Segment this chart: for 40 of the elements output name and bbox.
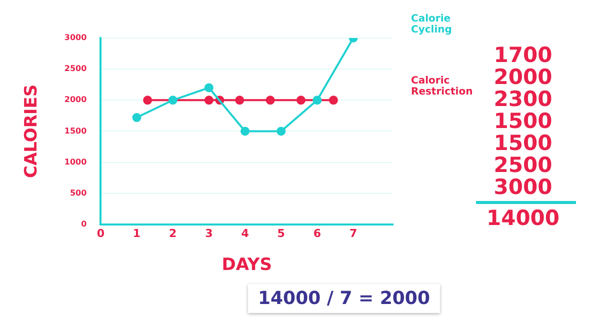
text: Calorie Cycling [411, 14, 452, 36]
point [235, 96, 244, 105]
point [240, 126, 250, 136]
text: 3000 [492, 175, 554, 199]
text: Caloric Restriction [411, 76, 473, 98]
y-tick-label: 500 [70, 188, 88, 198]
y-tick-label: 2500 [64, 64, 88, 74]
point [328, 96, 338, 105]
x-tick-label: 6 [313, 226, 322, 240]
point [168, 96, 178, 105]
point [276, 126, 286, 136]
point [296, 96, 306, 105]
x-tick-label: 5 [277, 226, 285, 240]
x-axis-title: DAYS [222, 255, 272, 276]
text: 1500 [492, 109, 554, 133]
y-axis-title: CALORIES [22, 84, 42, 178]
text: 14000 / 7 = 2000 [248, 284, 440, 313]
x-tick-label: 0 [96, 226, 105, 240]
point [132, 113, 142, 122]
x-tick-label: 3 [205, 226, 213, 240]
x-tick-label: 2 [169, 226, 177, 240]
point [312, 96, 322, 105]
point [143, 96, 152, 105]
y-tick-label: 1500 [64, 126, 88, 136]
x-tick-label: 7 [349, 226, 358, 240]
y-tick-label: 2000 [64, 95, 88, 104]
text: 2300 [494, 87, 552, 111]
point [204, 96, 214, 105]
y-tick-label: 3000 [64, 33, 88, 42]
point [204, 83, 214, 92]
y-tick-label: 1000 [64, 157, 88, 166]
text: 14000 [485, 206, 561, 230]
point [266, 96, 275, 105]
x-tick-label: 4 [241, 226, 250, 240]
y-tick-label: 0 [81, 219, 88, 228]
text: 1700 [492, 43, 554, 67]
x-tick-label: 1 [132, 226, 141, 240]
text: 2500 [492, 153, 554, 177]
text: 2000 [492, 65, 554, 89]
text: 1500 [492, 131, 554, 155]
